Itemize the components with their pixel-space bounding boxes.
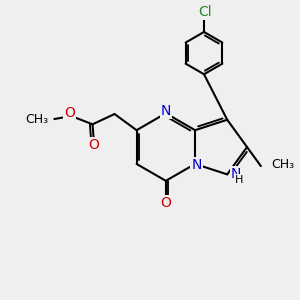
Text: Cl: Cl <box>199 5 212 19</box>
Text: CH₃: CH₃ <box>271 158 294 171</box>
Text: O: O <box>88 138 99 152</box>
Text: O: O <box>64 106 75 120</box>
Text: H: H <box>235 175 244 185</box>
Text: O: O <box>160 196 171 210</box>
Text: N: N <box>160 104 171 118</box>
Text: N: N <box>191 158 202 172</box>
Text: CH₃: CH₃ <box>26 112 49 125</box>
Text: N: N <box>231 167 241 182</box>
